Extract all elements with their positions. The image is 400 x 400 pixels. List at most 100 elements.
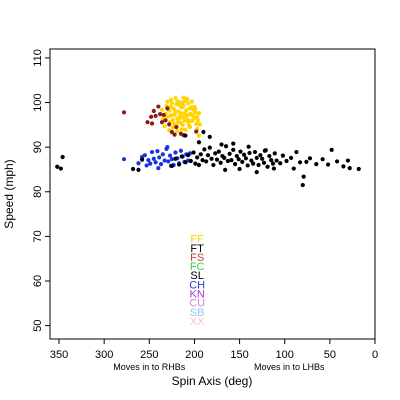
x-tick-label: 0 [372,349,378,361]
point-fs [163,118,168,123]
point-sl [272,151,277,156]
point-sl [240,159,245,164]
legend-item-ch: CH [189,279,205,291]
point-ch [169,157,174,162]
point-fs [167,122,172,127]
point-sl [183,133,188,138]
point-ff [170,125,175,130]
x-tick-label: 200 [185,349,203,361]
point-sl [301,174,306,179]
x-tick-label: 350 [50,349,68,361]
point-ch [144,163,149,168]
point-sl [229,157,234,163]
x-tick-label: 150 [230,349,248,361]
point-ff [175,128,180,134]
point-fs [174,124,179,130]
point-sl [207,145,212,150]
point-ff [179,127,184,132]
x-tick-label: 250 [140,349,158,361]
point-sl [219,142,224,147]
point-ch [146,157,151,163]
point-sl [265,164,270,169]
direction-labels: Moves in to RHBs Moves in to LHBs [113,362,325,372]
point-sl [218,160,223,165]
point-ff [195,114,200,119]
point-sl [213,151,218,156]
point-sl [225,158,230,164]
point-fs [145,120,150,125]
data-points [55,95,361,188]
x-tick-label: 100 [276,349,294,361]
y-tick-label: 90 [32,141,44,153]
point-ff [162,124,167,129]
point-ff [195,118,201,123]
point-sl [202,147,207,152]
point-sl [261,160,267,165]
point-sl [245,163,250,168]
point-ff [180,115,185,120]
point-fs [161,112,166,118]
point-sl [231,141,236,146]
point-sl [232,162,238,167]
point-ff [180,100,185,105]
point-ff [185,96,190,102]
point-sl [176,162,182,167]
point-ch [178,148,184,153]
point-sl [139,157,145,162]
point-ch [121,157,127,162]
point-sl [241,152,247,157]
x-axis: 350 300 250 200 150 100 50 0 [50,339,378,361]
point-ff [171,106,176,111]
x-tick-label: 50 [324,349,336,361]
direction-label: Moves in to RHBs [113,362,186,372]
point-sl [183,160,188,165]
point-sl [251,161,256,166]
point-sl [58,166,63,171]
point-sl [179,154,184,159]
point-fs [165,106,170,111]
point-ff [196,133,202,138]
point-sl [347,166,352,171]
point-sl [60,154,65,160]
point-sl [300,182,305,188]
y-tick-label: 110 [32,49,44,67]
point-sl [201,129,206,135]
point-sl [254,155,259,160]
point-ff [189,99,194,104]
point-fs [158,112,163,117]
point-fs [156,104,161,109]
y-tick-label: 80 [32,186,44,198]
point-sl [195,155,200,160]
legend-item-kn: KN [190,288,205,300]
point-ch [136,161,141,166]
point-sl [267,153,272,159]
point-sl [329,147,334,152]
point-sl [288,155,294,160]
y-tick-label: 70 [32,230,44,242]
point-sl [291,166,296,171]
point-ch [151,156,156,161]
point-ch [173,150,178,155]
point-ff [180,122,185,127]
point-ff [176,120,181,125]
point-ff [170,119,175,124]
point-ch [165,145,170,150]
point-sl [186,153,191,158]
point-sl [136,167,141,173]
point-sl [345,158,351,163]
point-ch [162,158,167,163]
point-sl [334,159,340,164]
point-sl [320,157,325,162]
point-ff [184,108,189,113]
point-sl [314,162,319,167]
point-sl [252,149,258,155]
point-ff [190,118,195,123]
point-sl [256,162,261,168]
point-ch [158,162,164,167]
point-ff [194,121,199,127]
point-sl [196,162,202,168]
point-sl [260,156,265,161]
point-sl [227,151,232,156]
legend-item-cu: CU [189,298,205,310]
point-sl [325,162,331,167]
